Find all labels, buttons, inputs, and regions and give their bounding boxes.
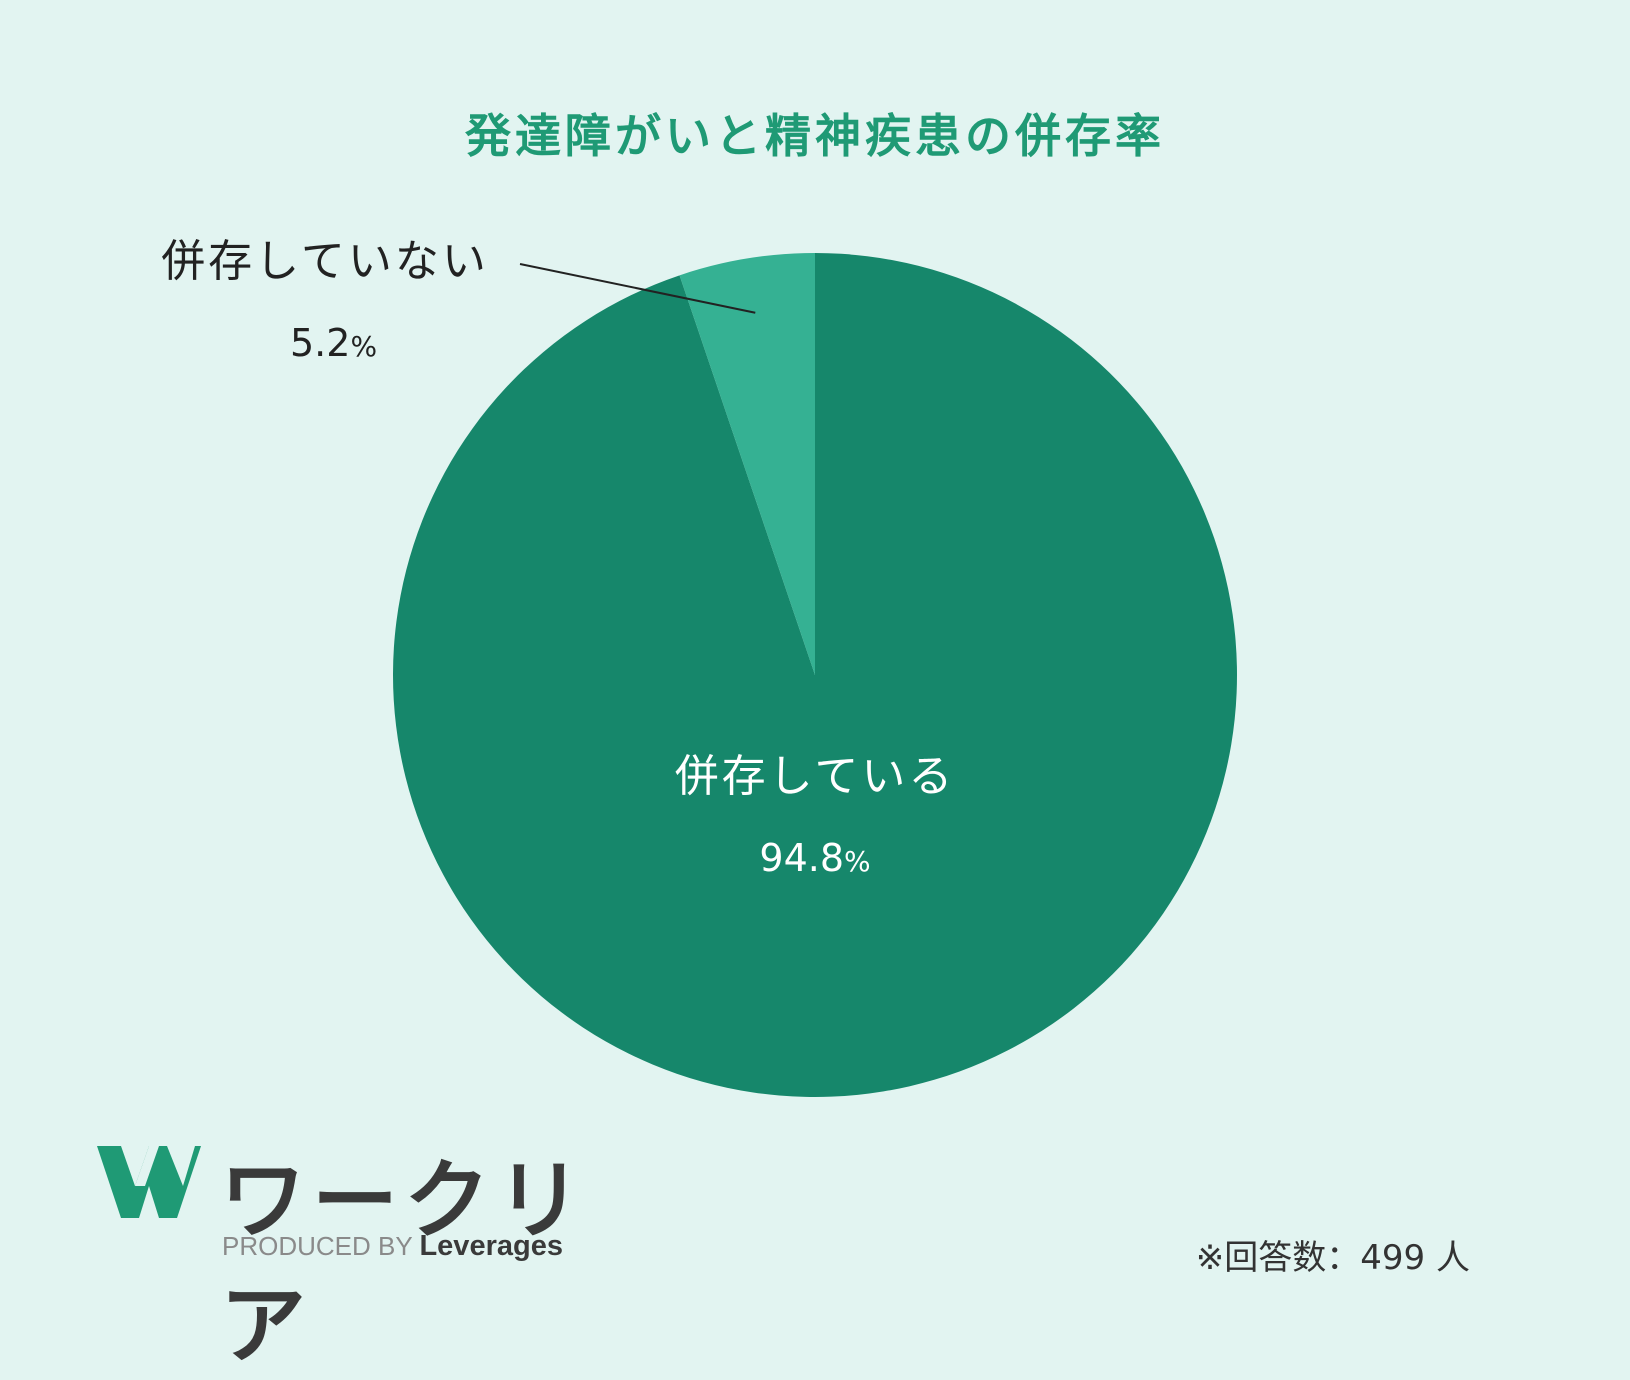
w-logo-icon: [97, 1146, 201, 1218]
brand-name: Leverages: [419, 1230, 563, 1262]
leader-line: [519, 263, 756, 314]
slice-label-main: 併存している 94.8%: [615, 751, 1015, 880]
logo: ワークリア PRODUCED BY Leverages: [95, 1138, 595, 1376]
pie-slice-1: [679, 253, 815, 675]
slice-value: 94.8%: [759, 836, 871, 880]
chart-title: 発達障がいと精神疾患の併存率: [465, 109, 1165, 163]
slice-value: 5.2%: [290, 321, 378, 365]
pie-slice-0: [392, 253, 1237, 1098]
slice-name: 併存している: [674, 751, 956, 802]
slice-label-small: 併存していない 5.2%: [130, 236, 520, 365]
respondent-count: ※回答数：499 人: [1195, 1238, 1470, 1278]
slice-name: 併存していない: [161, 236, 489, 287]
produced-by: PRODUCED BY Leverages: [222, 1230, 563, 1262]
pie-chart: [392, 253, 1237, 1098]
